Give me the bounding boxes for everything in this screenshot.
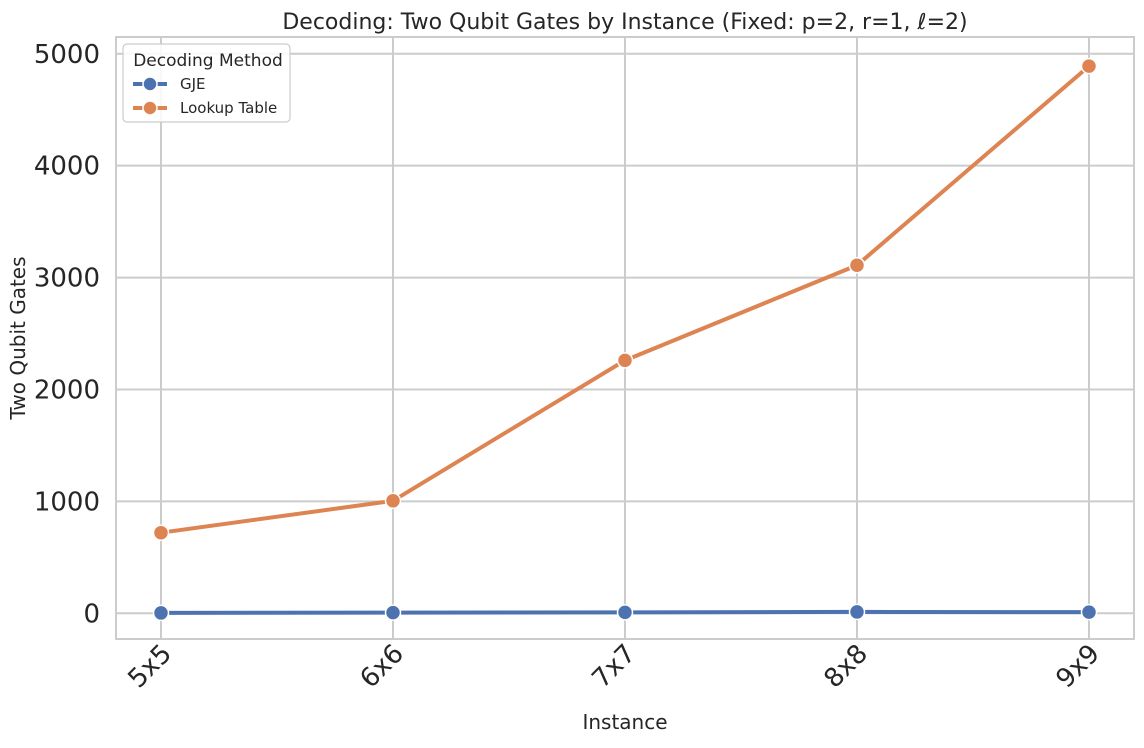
legend-title: Decoding Method — [133, 51, 283, 71]
x-axis-label: Instance — [582, 710, 667, 734]
y-tick-labels: 0 1000 2000 3000 4000 5000 — [34, 40, 100, 629]
data-point — [152, 524, 170, 541]
y-tick-label: 1000 — [34, 487, 100, 517]
data-point — [1080, 603, 1098, 621]
x-tick-label: 8x8 — [818, 639, 873, 694]
chart-title: Decoding: Two Qubit Gates by Instance (F… — [282, 10, 967, 35]
y-tick-label: 0 — [83, 599, 100, 629]
data-point — [384, 492, 402, 510]
x-tick-label: 9x9 — [1050, 639, 1105, 694]
data-point — [384, 604, 402, 621]
data-point — [848, 257, 866, 274]
y-tick-label: 2000 — [34, 375, 100, 405]
legend-marker — [142, 100, 158, 116]
legend-label: GJE — [180, 75, 206, 93]
legend-entries: GJE Lookup Table — [133, 75, 277, 117]
data-point — [1080, 57, 1098, 75]
legend-label: Lookup Table — [180, 99, 277, 117]
legend-marker — [142, 76, 158, 92]
y-tick-label: 5000 — [34, 40, 100, 70]
x-tick-label: 5x5 — [122, 639, 177, 694]
y-axis-label: Two Qubit Gates — [6, 256, 30, 420]
y-tick-label: 3000 — [34, 264, 100, 294]
x-tick-label: 7x7 — [586, 639, 641, 694]
data-point — [152, 604, 170, 622]
data-point — [848, 603, 866, 621]
x-tick-label: 6x6 — [354, 639, 409, 694]
data-point — [616, 352, 634, 369]
y-tick-label: 4000 — [34, 152, 100, 182]
legend-box — [122, 43, 291, 123]
series-layer — [152, 57, 1098, 622]
legend: Decoding Method GJE Lookup Table — [122, 43, 291, 123]
x-tick-labels: 5x5 6x6 7x7 8x8 9x9 — [122, 639, 1105, 694]
data-point — [616, 604, 634, 621]
